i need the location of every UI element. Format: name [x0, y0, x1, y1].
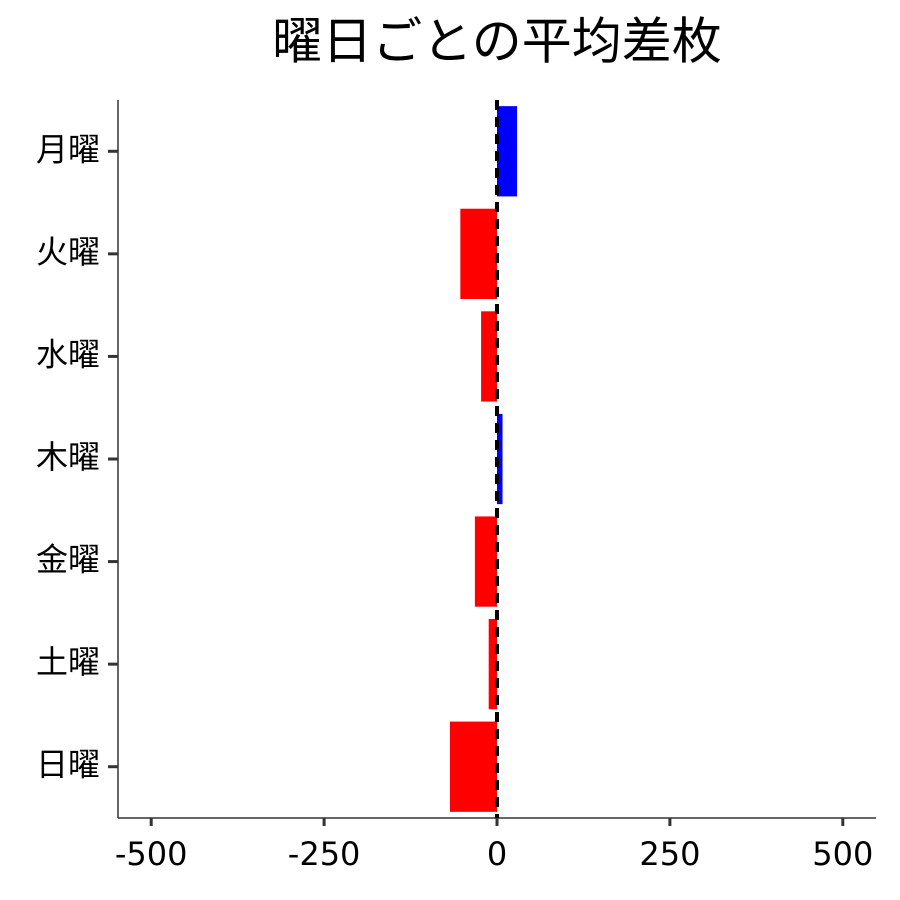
- x-tick-label: -500: [115, 835, 188, 873]
- bar: [481, 311, 497, 402]
- x-tick-label: -250: [288, 835, 361, 873]
- bar: [474, 516, 497, 607]
- y-tick-label: 日曜: [36, 746, 100, 784]
- bar: [497, 106, 518, 197]
- bar: [488, 619, 497, 710]
- x-tick-label: 500: [812, 835, 873, 873]
- y-tick-label: 月曜: [36, 130, 100, 168]
- bar: [449, 721, 497, 812]
- bar: [460, 208, 497, 299]
- x-tick-label: 250: [639, 835, 700, 873]
- y-tick-label: 木曜: [36, 438, 100, 476]
- y-tick-label: 土曜: [36, 643, 100, 681]
- y-tick-label: 水曜: [36, 335, 100, 373]
- chart-title: 曜日ごとの平均差枚: [272, 13, 722, 71]
- x-tick-label: 0: [487, 835, 507, 873]
- y-tick-label: 金曜: [36, 541, 100, 579]
- bar: [497, 413, 503, 505]
- y-tick-label: 火曜: [36, 233, 100, 271]
